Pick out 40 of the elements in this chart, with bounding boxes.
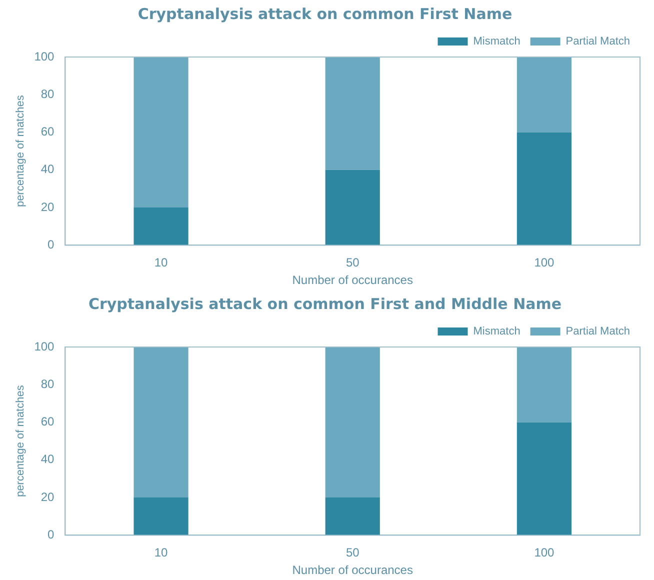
bar: [134, 347, 188, 498]
y-tick-label: 100: [34, 339, 55, 354]
bar: [325, 347, 380, 498]
x-tick-label: 10: [154, 256, 168, 270]
x-tick-label: 10: [154, 546, 168, 560]
x-tick-label: 100: [534, 256, 555, 270]
y-axis-title: percentage of matches: [14, 384, 27, 498]
chart-title: Cryptanalysis attack on common First and Middle Name: [88, 294, 562, 313]
chart-title: Cryptanalysis attack on common First Name: [138, 4, 512, 23]
y-tick-label: 20: [40, 490, 55, 504]
y-tick-label: 60: [40, 124, 55, 139]
bar: [516, 347, 572, 422]
y-tick-label: 40: [40, 162, 55, 176]
y-tick-label: 80: [40, 376, 55, 391]
legend-label: Mismatch: [473, 36, 520, 48]
bar: [516, 132, 572, 246]
bar: [325, 170, 380, 246]
bar: [516, 422, 572, 536]
bar: [325, 57, 380, 170]
y-tick-label: 20: [40, 200, 55, 214]
x-tick-label: 50: [346, 546, 360, 560]
y-tick-label: 40: [40, 452, 55, 466]
y-tick-label: 0: [48, 528, 55, 542]
bar: [134, 208, 188, 246]
x-axis-title: Number of occurances: [292, 273, 413, 288]
y-tick-label: 0: [48, 238, 55, 252]
x-axis-title: Number of occurances: [292, 563, 413, 578]
x-tick-label: 100: [534, 546, 555, 560]
y-tick-label: 100: [34, 49, 55, 64]
y-axis-title: percentage of matches: [14, 94, 27, 208]
legend-label: Mismatch: [473, 326, 520, 338]
legend-label: Partial Match: [566, 36, 630, 48]
bar: [134, 498, 188, 536]
y-tick-label: 80: [40, 86, 55, 101]
bar: [325, 498, 380, 536]
legend-label: Partial Match: [566, 326, 630, 338]
bar: [134, 57, 188, 208]
y-tick-label: 60: [40, 414, 55, 429]
bar: [516, 57, 572, 132]
x-tick-label: 50: [346, 256, 360, 270]
